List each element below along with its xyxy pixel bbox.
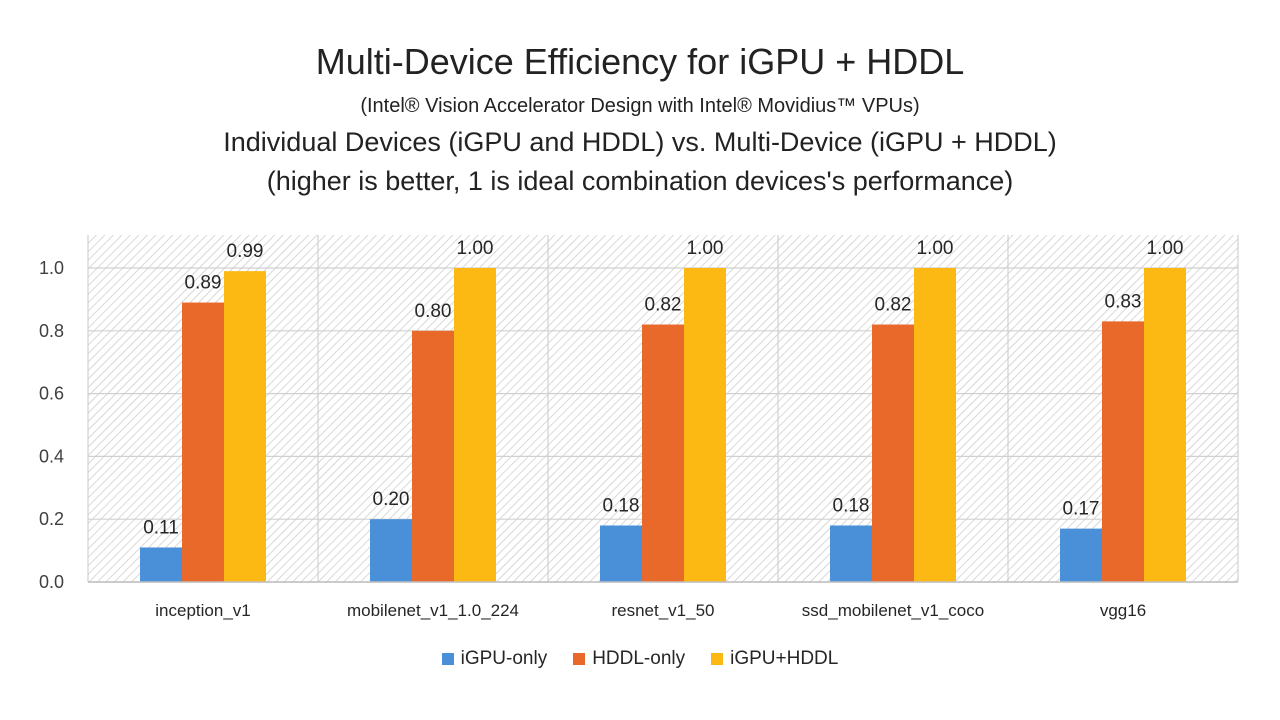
data-label: 0.99 bbox=[227, 241, 264, 262]
chart-subtitle-2: Individual Devices (iGPU and HDDL) vs. M… bbox=[223, 127, 1057, 157]
legend-swatch bbox=[441, 653, 454, 665]
y-tick-label: 0.6 bbox=[39, 384, 64, 404]
bar-igpu-hddl bbox=[684, 268, 726, 582]
bar-igpu-only bbox=[370, 519, 412, 582]
y-tick-label: 1.0 bbox=[39, 258, 64, 278]
x-category-label: mobilenet_v1_1.0_224 bbox=[347, 601, 519, 620]
bar-igpu-hddl bbox=[1144, 268, 1186, 582]
bar-hddl-only bbox=[412, 330, 454, 582]
chart-title: Multi-Device Efficiency for iGPU + HDDL bbox=[315, 41, 965, 82]
legend-swatch bbox=[711, 653, 724, 665]
bar-hddl-only bbox=[1102, 321, 1144, 582]
bar-igpu-hddl bbox=[914, 268, 956, 582]
x-category-label: vgg16 bbox=[1100, 601, 1146, 620]
chart-subtitle-1: (Intel® Vision Accelerator Design with I… bbox=[360, 95, 920, 117]
data-label: 0.11 bbox=[143, 517, 179, 538]
bar-hddl-only bbox=[872, 324, 914, 582]
y-tick-label: 0.0 bbox=[39, 572, 64, 592]
data-label: 1.00 bbox=[1147, 238, 1184, 259]
legend-item: iGPU-only bbox=[441, 648, 548, 670]
bar-igpu-only bbox=[140, 547, 182, 582]
x-category-label: resnet_v1_50 bbox=[611, 601, 714, 620]
data-label: 0.89 bbox=[185, 273, 222, 294]
data-label: 0.18 bbox=[833, 495, 870, 516]
data-label: 1.00 bbox=[457, 238, 494, 259]
bar-igpu-only bbox=[830, 525, 872, 582]
data-label: 0.83 bbox=[1105, 291, 1142, 312]
data-label: 0.17 bbox=[1063, 499, 1100, 520]
bar-chart: 0.11 0.890.99 0.20 0.80 1.00 0.18 0.82 1.00 0.18… bbox=[39, 235, 1239, 620]
chart-subtitle-3: (higher is better, 1 is ideal combinatio… bbox=[266, 166, 1014, 196]
legend-item: iGPU+HDDL bbox=[711, 648, 838, 670]
legend-label: HDDL-only bbox=[592, 648, 686, 669]
data-label: 1.00 bbox=[917, 238, 954, 259]
bar-igpu-only bbox=[600, 525, 642, 582]
x-category-label: inception_v1 bbox=[155, 601, 250, 620]
legend-label: iGPU-only bbox=[460, 648, 548, 669]
bar-igpu-hddl bbox=[224, 271, 266, 582]
bar-hddl-only bbox=[182, 302, 224, 582]
data-label: 0.82 bbox=[645, 295, 682, 316]
legend-item: HDDL-only bbox=[573, 648, 685, 670]
data-label: 0.20 bbox=[373, 489, 410, 510]
data-label: 0.18 bbox=[603, 495, 640, 516]
data-label: 0.80 bbox=[415, 301, 452, 322]
legend-swatch bbox=[573, 653, 586, 665]
bar-igpu-hddl bbox=[454, 268, 496, 582]
bar-hddl-only bbox=[642, 324, 684, 582]
legend-label: iGPU+HDDL bbox=[730, 648, 839, 669]
legend: iGPU-only HDDL-only iGPU+HDDL bbox=[0, 648, 1280, 670]
x-category-label: ssd_mobilenet_v1_coco bbox=[802, 601, 984, 620]
data-label: 0.82 bbox=[875, 295, 912, 316]
y-tick-label: 0.8 bbox=[39, 321, 64, 341]
data-label: 1.00 bbox=[687, 238, 724, 259]
y-tick-label: 0.2 bbox=[39, 509, 64, 529]
y-tick-label: 0.4 bbox=[39, 446, 64, 466]
bar-igpu-only bbox=[1060, 528, 1102, 582]
